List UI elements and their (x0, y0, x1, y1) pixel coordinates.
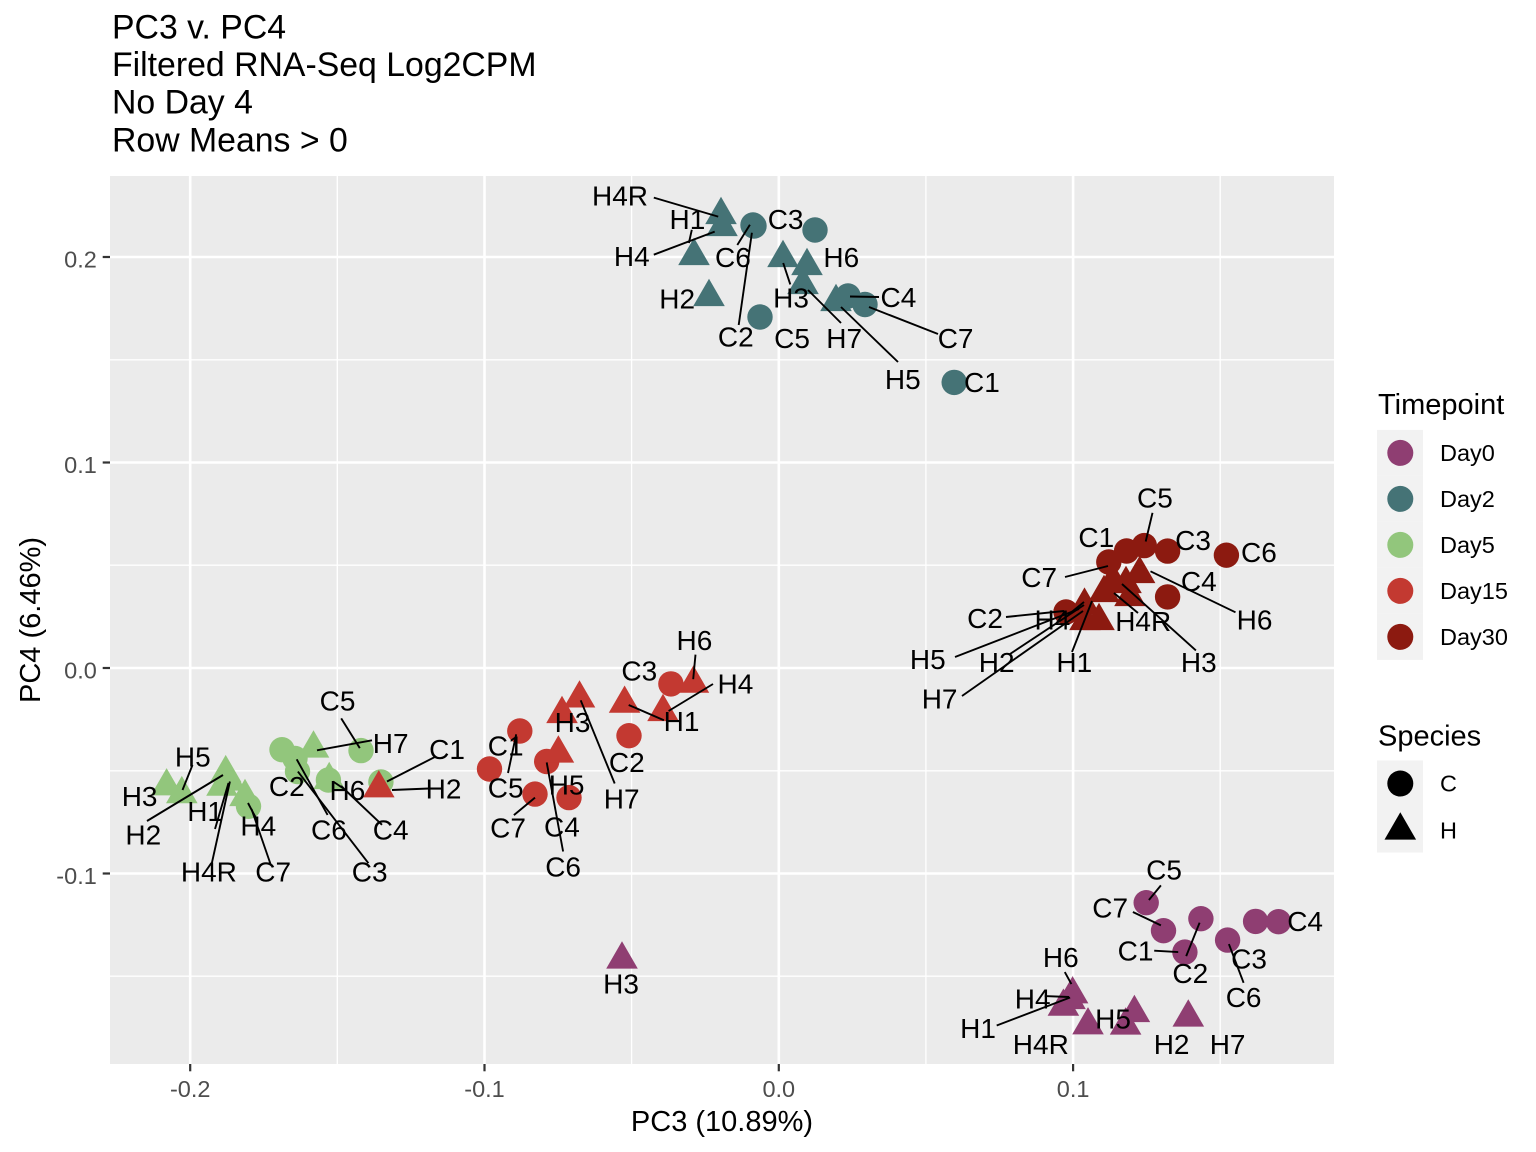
svg-text:C: C (1440, 771, 1457, 797)
svg-text:-0.2: -0.2 (170, 1076, 211, 1102)
svg-text:H5: H5 (910, 644, 946, 675)
svg-text:0.0: 0.0 (64, 657, 97, 683)
svg-text:C7: C7 (938, 323, 974, 354)
svg-text:Filtered RNA-Seq Log2CPM: Filtered RNA-Seq Log2CPM (112, 46, 537, 84)
svg-text:H2: H2 (1154, 1029, 1190, 1060)
svg-text:H1: H1 (664, 706, 700, 737)
svg-text:H3: H3 (603, 969, 639, 1000)
svg-text:H4: H4 (1035, 604, 1071, 635)
svg-text:H2: H2 (979, 647, 1015, 678)
svg-text:H4R: H4R (592, 181, 648, 212)
svg-text:Day15: Day15 (1440, 578, 1508, 604)
svg-text:H3: H3 (555, 707, 591, 738)
svg-text:PC4 (6.46%): PC4 (6.46%) (15, 537, 47, 703)
svg-text:H5: H5 (1095, 1003, 1131, 1034)
svg-text:C7: C7 (1092, 893, 1128, 924)
svg-text:H1: H1 (1056, 647, 1092, 678)
svg-text:H7: H7 (373, 728, 409, 759)
svg-text:H2: H2 (659, 283, 695, 314)
svg-text:C1: C1 (429, 734, 465, 765)
svg-text:H: H (1440, 818, 1457, 844)
svg-text:0.0: 0.0 (762, 1076, 795, 1102)
svg-text:H2: H2 (426, 774, 462, 805)
svg-text:H3: H3 (773, 282, 809, 313)
svg-text:Species: Species (1378, 721, 1481, 753)
svg-text:C5: C5 (488, 773, 524, 804)
svg-text:C4: C4 (1181, 566, 1217, 597)
svg-text:H1: H1 (670, 204, 706, 235)
svg-text:H7: H7 (604, 783, 640, 814)
svg-text:C2: C2 (718, 321, 754, 352)
svg-text:H5: H5 (549, 769, 585, 800)
svg-text:H2: H2 (125, 819, 161, 850)
svg-text:Day2: Day2 (1440, 486, 1495, 512)
svg-text:Timepoint: Timepoint (1378, 389, 1504, 421)
svg-text:C5: C5 (774, 323, 810, 354)
svg-text:H7: H7 (922, 683, 958, 714)
svg-text:H5: H5 (885, 364, 921, 395)
svg-text:C5: C5 (1146, 855, 1182, 886)
svg-text:H7: H7 (826, 323, 862, 354)
svg-text:C3: C3 (621, 656, 657, 687)
svg-text:-0.1: -0.1 (464, 1076, 505, 1102)
svg-text:C5: C5 (1137, 483, 1173, 514)
svg-text:C1: C1 (1078, 522, 1114, 553)
svg-text:C7: C7 (1021, 562, 1057, 593)
svg-text:0.1: 0.1 (1057, 1076, 1090, 1102)
svg-text:Day0: Day0 (1440, 440, 1495, 466)
svg-text:H4: H4 (1015, 983, 1051, 1014)
svg-text:C4: C4 (373, 814, 409, 845)
svg-text:H4: H4 (240, 811, 276, 842)
svg-text:C3: C3 (768, 204, 804, 235)
svg-text:Day30: Day30 (1440, 624, 1508, 650)
svg-text:C6: C6 (545, 851, 581, 882)
svg-text:C5: C5 (320, 686, 356, 717)
svg-text:Row Means > 0: Row Means > 0 (112, 121, 348, 159)
svg-text:PC3 v. PC4: PC3 v. PC4 (112, 9, 286, 47)
svg-text:H6: H6 (330, 775, 366, 806)
svg-text:H4R: H4R (1115, 606, 1171, 637)
svg-text:C2: C2 (967, 603, 1003, 634)
svg-text:C4: C4 (1287, 906, 1323, 937)
svg-text:C2: C2 (269, 771, 305, 802)
svg-text:-0.1: -0.1 (56, 863, 97, 889)
svg-text:H1: H1 (960, 1013, 996, 1044)
svg-text:C3: C3 (1231, 943, 1267, 974)
svg-text:C6: C6 (715, 242, 751, 273)
svg-text:C7: C7 (490, 813, 526, 844)
svg-text:C4: C4 (544, 811, 580, 842)
svg-text:PC3 (10.89%): PC3 (10.89%) (631, 1106, 813, 1138)
svg-text:No Day 4: No Day 4 (112, 84, 253, 122)
svg-text:H4: H4 (614, 241, 650, 272)
svg-text:H3: H3 (1181, 647, 1217, 678)
svg-text:C7: C7 (255, 856, 291, 887)
svg-text:H3: H3 (122, 781, 158, 812)
svg-text:H4R: H4R (181, 856, 237, 887)
svg-text:H6: H6 (1237, 604, 1273, 635)
svg-text:H7: H7 (1210, 1029, 1246, 1060)
svg-text:0.2: 0.2 (64, 246, 97, 272)
svg-text:C2: C2 (1172, 958, 1208, 989)
svg-text:C6: C6 (1226, 982, 1262, 1013)
svg-text:C1: C1 (1118, 935, 1154, 966)
svg-text:C1: C1 (488, 731, 524, 762)
svg-text:C3: C3 (1175, 525, 1211, 556)
svg-text:H6: H6 (1043, 942, 1079, 973)
svg-text:C4: C4 (881, 282, 917, 313)
svg-text:Day5: Day5 (1440, 532, 1495, 558)
svg-text:C6: C6 (1241, 537, 1277, 568)
svg-text:C2: C2 (609, 747, 645, 778)
svg-text:C6: C6 (311, 814, 347, 845)
svg-text:H5: H5 (175, 741, 211, 772)
svg-text:H6: H6 (677, 625, 713, 656)
svg-text:C1: C1 (964, 367, 1000, 398)
svg-text:H6: H6 (823, 242, 859, 273)
svg-text:H4R: H4R (1013, 1029, 1069, 1060)
svg-text:0.1: 0.1 (64, 452, 97, 478)
svg-text:H1: H1 (187, 796, 223, 827)
svg-text:H4: H4 (718, 669, 754, 700)
svg-text:C3: C3 (352, 856, 388, 887)
